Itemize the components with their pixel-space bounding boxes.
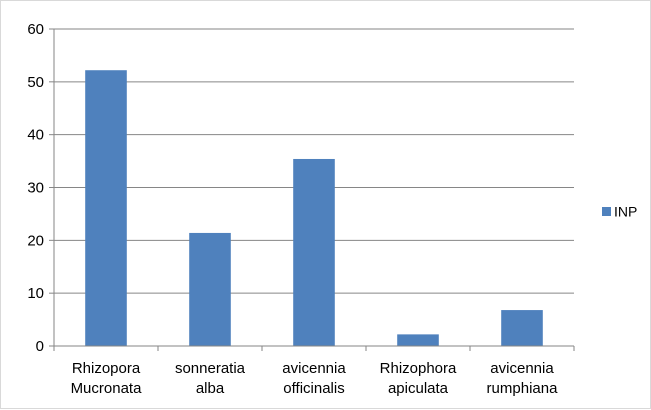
- y-tick-label-10: 10: [27, 285, 44, 302]
- y-tick-label-50: 50: [27, 74, 44, 91]
- y-tick-label-20: 20: [27, 232, 44, 249]
- x-category-label-4-0: avicennia: [490, 360, 554, 377]
- y-tick-label-0: 0: [36, 338, 44, 355]
- bar-4: [501, 310, 543, 346]
- bar-1: [189, 232, 231, 346]
- x-category-label-3-1: apiculata: [388, 380, 449, 397]
- axes: [49, 28, 575, 351]
- bar-0: [85, 70, 127, 347]
- y-tick-label-40: 40: [27, 127, 44, 144]
- bar-2: [293, 158, 335, 346]
- x-axis-category-labels: Rhizopora Mucronata sonneratia alba avicenni…: [71, 360, 559, 397]
- legend-label-inp: INP: [614, 204, 637, 220]
- x-category-label-1-0: sonneratia: [175, 360, 246, 377]
- x-category-label-2-1: officinalis: [283, 380, 344, 397]
- bars: [85, 70, 543, 347]
- legend-swatch-inp: [602, 207, 611, 216]
- y-tick-label-30: 30: [27, 180, 44, 197]
- x-category-label-4-1: rumphiana: [487, 380, 559, 397]
- x-category-label-3-0: Rhizophora: [380, 360, 457, 377]
- y-axis-tick-labels: 0 10 20 30 40 50 60: [27, 21, 44, 355]
- x-category-label-0-1: Mucronata: [71, 380, 143, 397]
- legend: INP: [602, 204, 637, 220]
- x-category-label-0-0: Rhizopora: [72, 360, 141, 377]
- bar-3: [397, 334, 439, 346]
- x-category-label-2-0: avicennia: [282, 360, 346, 377]
- y-tick-label-60: 60: [27, 21, 44, 38]
- x-category-label-1-1: alba: [196, 380, 225, 397]
